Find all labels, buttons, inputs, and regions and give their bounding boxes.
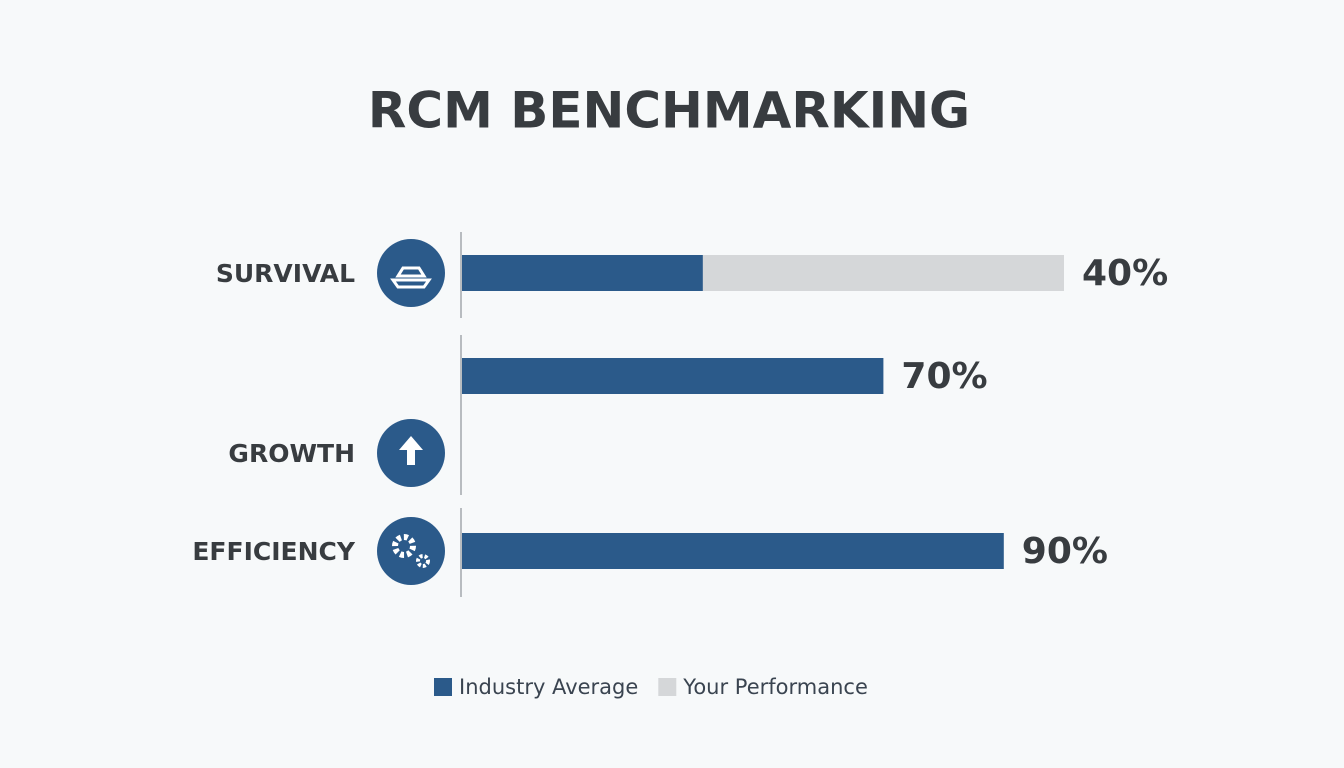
bar bbox=[462, 358, 884, 394]
legend-swatch bbox=[658, 678, 677, 696]
legend-swatch bbox=[434, 678, 452, 696]
icon-growth bbox=[377, 419, 445, 487]
value-label: 90% bbox=[1022, 531, 1108, 572]
icon-survival bbox=[377, 239, 445, 307]
bar bbox=[462, 533, 1004, 569]
chart-title: RCM BENCHMARKING bbox=[368, 82, 970, 140]
legend-label: Your Performance bbox=[682, 675, 868, 699]
icon-efficiency bbox=[377, 517, 445, 585]
category-label: SURVIVAL bbox=[216, 259, 355, 288]
category-label: EFFICIENCY bbox=[192, 537, 356, 566]
category-label: GROWTH bbox=[228, 439, 355, 468]
legend-label: Industry Average bbox=[459, 675, 638, 699]
value-label: 40% bbox=[1082, 253, 1168, 294]
bar bbox=[462, 255, 703, 291]
value-label: 70% bbox=[901, 356, 987, 397]
